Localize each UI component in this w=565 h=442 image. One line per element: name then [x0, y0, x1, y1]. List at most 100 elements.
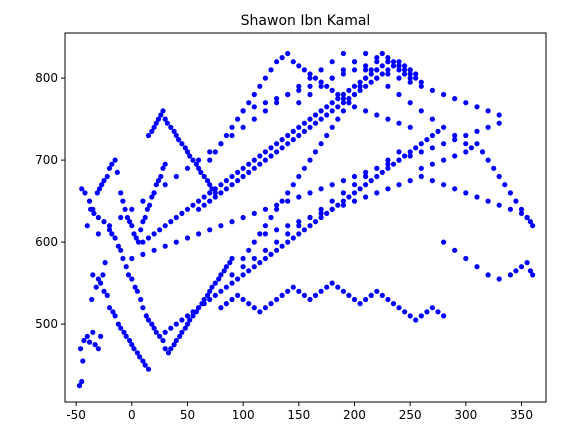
data-point: [307, 76, 312, 81]
data-point: [268, 252, 273, 257]
data-point: [352, 190, 357, 195]
y-tick-label: 600: [35, 235, 58, 249]
data-point: [263, 100, 268, 105]
data-point: [497, 174, 502, 179]
data-point: [252, 264, 257, 269]
data-point: [274, 100, 279, 105]
data-point: [385, 71, 390, 76]
data-point: [79, 379, 84, 384]
data-point: [118, 190, 123, 195]
data-point: [296, 84, 301, 89]
data-point: [98, 334, 103, 339]
data-point: [374, 289, 379, 294]
data-point: [78, 346, 83, 351]
data-point: [525, 215, 530, 220]
data-point: [430, 178, 435, 183]
data-point: [419, 84, 424, 89]
data-point: [96, 215, 101, 220]
data-point: [380, 51, 385, 56]
data-point: [352, 297, 357, 302]
data-point: [313, 112, 318, 117]
data-point: [374, 76, 379, 81]
data-point: [296, 125, 301, 130]
data-point: [263, 305, 268, 310]
data-point: [296, 194, 301, 199]
data-point: [124, 264, 129, 269]
data-point: [152, 231, 157, 236]
data-point: [174, 174, 179, 179]
data-point: [430, 117, 435, 122]
data-point: [435, 309, 440, 314]
data-point: [330, 76, 335, 81]
data-point: [330, 88, 335, 93]
data-point: [160, 108, 165, 113]
x-tick-label: 100: [232, 408, 255, 422]
data-point: [263, 207, 268, 212]
data-point: [143, 215, 148, 220]
y-tick-label: 500: [35, 317, 58, 331]
data-point: [319, 117, 324, 122]
data-point: [441, 182, 446, 187]
data-point: [100, 272, 105, 277]
data-point: [246, 248, 251, 253]
data-point: [87, 199, 92, 204]
data-point: [229, 133, 234, 138]
data-point: [257, 260, 262, 265]
data-point: [324, 285, 329, 290]
data-point: [163, 330, 168, 335]
data-point: [369, 67, 374, 72]
data-point: [268, 145, 273, 150]
data-point: [196, 158, 201, 163]
data-point: [179, 317, 184, 322]
data-point: [79, 186, 84, 191]
data-point: [257, 84, 262, 89]
data-point: [363, 51, 368, 56]
data-point: [313, 219, 318, 224]
data-point: [313, 149, 318, 154]
data-point: [324, 112, 329, 117]
data-point: [218, 289, 223, 294]
data-point: [346, 194, 351, 199]
data-point: [113, 313, 118, 318]
data-point: [146, 317, 151, 322]
data-point: [330, 108, 335, 113]
data-point: [285, 199, 290, 204]
data-point: [235, 117, 240, 122]
data-point: [224, 285, 229, 290]
data-point: [140, 240, 145, 245]
data-point: [235, 178, 240, 183]
data-point: [129, 276, 134, 281]
data-point: [235, 170, 240, 175]
data-point: [441, 240, 446, 245]
data-point: [82, 190, 87, 195]
y-tick-label: 800: [35, 71, 58, 85]
data-point: [302, 227, 307, 232]
data-point: [307, 215, 312, 220]
data-point: [263, 76, 268, 81]
data-point: [380, 71, 385, 76]
data-point: [419, 166, 424, 171]
data-point: [263, 256, 268, 261]
data-point: [474, 194, 479, 199]
data-point: [374, 67, 379, 72]
data-point: [202, 174, 207, 179]
data-point: [497, 276, 502, 281]
data-point: [508, 207, 513, 212]
data-point: [213, 194, 218, 199]
data-point: [519, 264, 524, 269]
data-point: [90, 330, 95, 335]
data-point: [101, 178, 106, 183]
data-point: [252, 256, 257, 261]
data-point: [263, 158, 268, 163]
data-point: [280, 199, 285, 204]
data-point: [140, 199, 145, 204]
data-point: [129, 256, 134, 261]
data-point: [385, 117, 390, 122]
data-point: [385, 84, 390, 89]
data-point: [190, 203, 195, 208]
data-point: [96, 231, 101, 236]
data-point: [218, 305, 223, 310]
data-point: [285, 190, 290, 195]
data-point: [441, 158, 446, 163]
data-point: [81, 338, 86, 343]
